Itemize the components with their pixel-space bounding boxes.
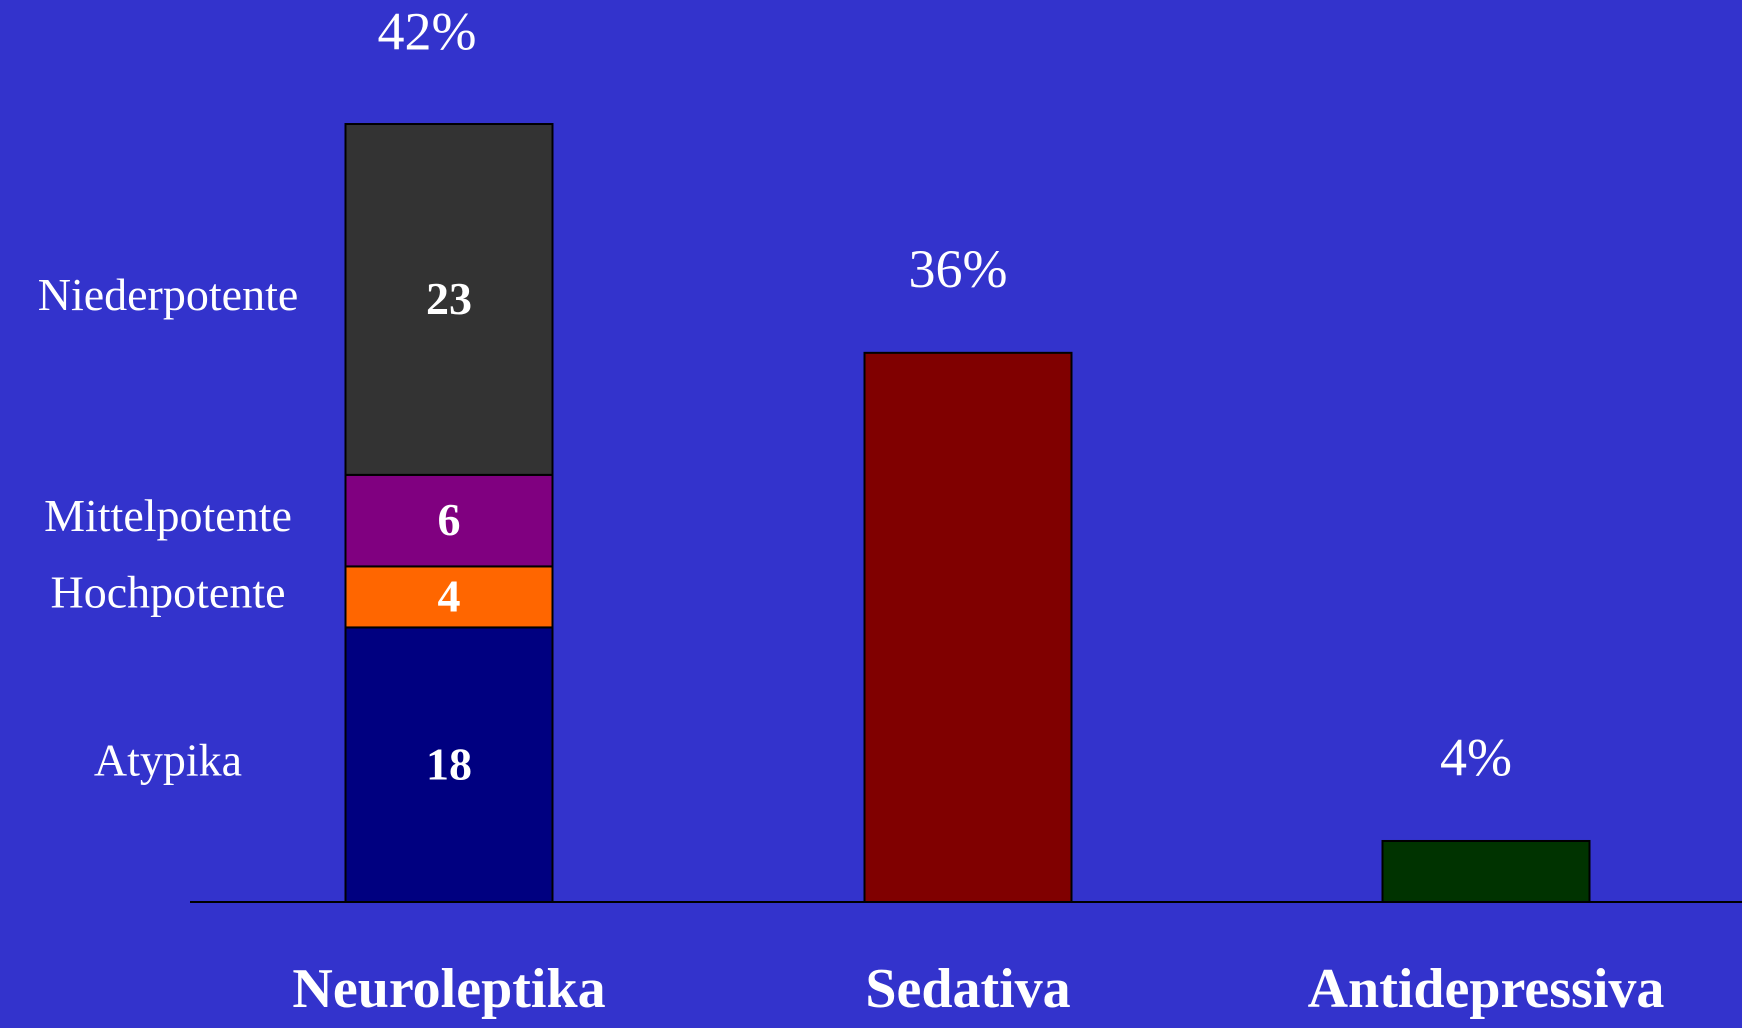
segment-label: 6 <box>438 494 461 545</box>
bar-segment <box>344 565 554 629</box>
series-label: Niederpotente <box>38 269 299 320</box>
segment-label: 18 <box>426 738 472 789</box>
series-label: Hochpotente <box>50 566 285 617</box>
series-label: Atypika <box>94 734 242 785</box>
bar-segment <box>344 626 554 903</box>
x-tick-label: Sedativa <box>865 958 1070 1020</box>
segment-label: 23 <box>426 273 472 324</box>
total-label: 42% <box>378 1 477 61</box>
value-label: 36% <box>909 239 1008 299</box>
x-tick-label: Neuroleptika <box>292 958 605 1020</box>
bar-segment <box>344 123 554 476</box>
series-label: Mittelpotente <box>44 490 292 541</box>
x-tick-label: Antidepressiva <box>1308 958 1665 1020</box>
value-label: 4% <box>1440 727 1512 787</box>
bar-segment <box>1381 839 1591 903</box>
segment-label: 4 <box>438 570 461 621</box>
bar-segment <box>863 351 1073 903</box>
